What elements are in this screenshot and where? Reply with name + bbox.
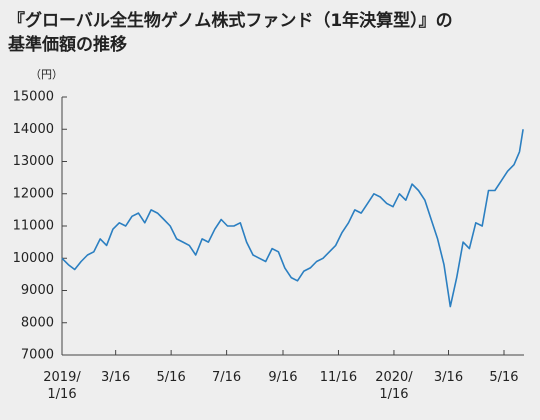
x-tick-label: 7/16 — [212, 370, 242, 385]
y-tick-label: 7000 — [21, 348, 54, 363]
x-tick-label: 5/16 — [156, 370, 186, 385]
x-tick-label: 11/16 — [319, 370, 358, 385]
y-unit: （円） — [30, 68, 63, 81]
y-tick-label: 10000 — [13, 251, 54, 266]
x-tick-label: 3/16 — [433, 370, 464, 385]
chart-title: 『グローバル全生物ゲノム株式ファンド（1年決算型）』の — [8, 11, 453, 31]
y-tick-label: 15000 — [13, 90, 54, 105]
x-tick-label: 3/16 — [101, 370, 131, 385]
y-tick-label: 11000 — [13, 219, 54, 234]
x-tick-label: 9/16 — [268, 370, 298, 385]
x-tick-label: 2019/ 1/16 — [43, 370, 81, 402]
y-tick-label: 14000 — [13, 122, 54, 137]
y-tick-label: 9000 — [21, 283, 54, 298]
x-tick-label: 5/16 — [489, 370, 519, 385]
y-tick-label: 8000 — [21, 315, 54, 330]
x-tick-label: 2020/ 1/16 — [375, 370, 413, 402]
price-line — [61, 129, 524, 308]
y-tick-label: 13000 — [13, 154, 54, 169]
y-tick-label: 12000 — [13, 186, 54, 201]
chart-title: 基準価額の推移 — [8, 35, 127, 55]
